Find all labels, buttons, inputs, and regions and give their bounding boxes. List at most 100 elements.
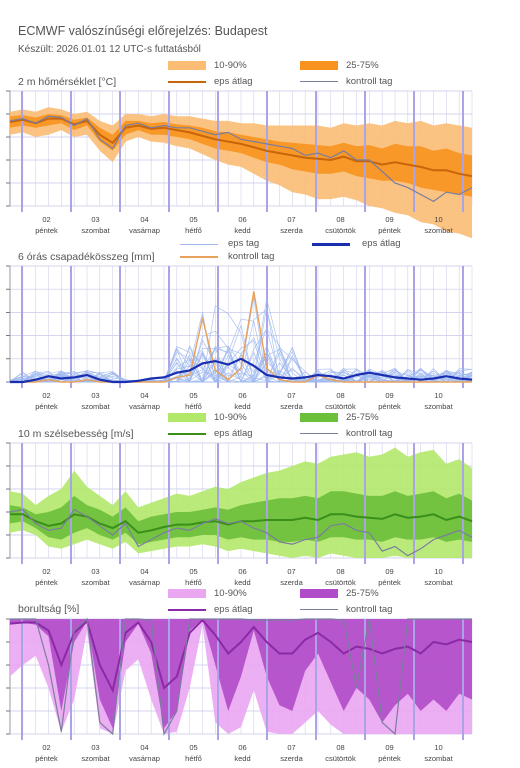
wind-day-number: 09 — [385, 567, 393, 576]
cloud-day-name: hétfő — [185, 754, 202, 763]
precip-day-name: szombat — [81, 402, 110, 411]
precip-day-number: 06 — [238, 391, 246, 400]
precip-day-number: 10 — [434, 391, 442, 400]
wind-day-name: szombat — [81, 578, 110, 587]
precip-day-name: hétfő — [185, 402, 202, 411]
temp-band-10-90 — [10, 107, 472, 239]
cloud-day-name: szombat — [81, 754, 110, 763]
wind-day-name: szerda — [280, 578, 303, 587]
precip-day-number: 08 — [336, 391, 344, 400]
cloud-legend-inner-label: 25-75% — [346, 588, 379, 599]
precip-member-line — [9, 323, 473, 383]
cloud-legend-mean-swatch — [168, 609, 206, 611]
wind-day-lines — [21, 443, 464, 564]
cloud-panel-title: borultság [%] — [18, 603, 80, 615]
temp-day-name: hétfő — [185, 226, 202, 235]
wind-day-number: 06 — [238, 567, 246, 576]
temp-legend-inner-swatch — [300, 61, 338, 70]
cloud-day-number: 06 — [238, 743, 246, 752]
wind-day-name: vasárnap — [129, 578, 160, 587]
page-title: ECMWF valószínűségi előrejelzés: Budapes… — [18, 24, 268, 38]
wind-legend-mean-label: eps átlag — [214, 428, 253, 439]
precip-legend-control-swatch — [180, 256, 218, 258]
cloud-day-number: 04 — [140, 743, 148, 752]
wind-day-name: hétfő — [185, 578, 202, 587]
precip-day-name: péntek — [35, 402, 58, 411]
wind-day-number: 07 — [287, 567, 295, 576]
temp-legend-mean-label: eps átlag — [214, 76, 253, 87]
wind-legend-control-label: kontroll tag — [346, 428, 393, 439]
cloud-day-name: péntek — [378, 754, 401, 763]
cloud-day-name: kedd — [234, 754, 250, 763]
precip-day-name: szombat — [424, 402, 453, 411]
temp-day-name: szombat — [81, 226, 110, 235]
wind-day-number: 03 — [91, 567, 99, 576]
temp-legend-control-label: kontroll tag — [346, 76, 393, 87]
precip-panel-title: 6 órás csapadékösszeg [mm] — [18, 251, 155, 263]
cloud-control-line — [10, 617, 472, 736]
wind-control-line — [9, 508, 473, 557]
precip-control-line — [10, 291, 472, 383]
wind-day-name: szombat — [424, 578, 453, 587]
wind-legend-mean-swatch — [168, 433, 206, 435]
cloud-legend-control-swatch — [300, 609, 338, 610]
precip-mean-line — [10, 357, 473, 384]
temp-panel-title: 2 m hőmérséklet [°C] — [18, 76, 117, 88]
cloud-day-number: 08 — [336, 743, 344, 752]
cloud-day-name: vasárnap — [129, 754, 160, 763]
temp-day-number: 06 — [238, 215, 246, 224]
temp-day-name: kedd — [234, 226, 250, 235]
precip-day-number: 07 — [287, 391, 295, 400]
temp-mean-line — [9, 117, 473, 178]
wind-day-number: 08 — [336, 567, 344, 576]
wind-legend-inner-label: 25-75% — [346, 412, 379, 423]
cloud-day-number: 10 — [434, 743, 442, 752]
temp-legend-outer-label: 10-90% — [214, 60, 247, 71]
temp-day-number: 08 — [336, 215, 344, 224]
precip-day-name: csütörtök — [325, 402, 356, 411]
wind-day-name: kedd — [234, 578, 250, 587]
temp-day-number: 05 — [189, 215, 197, 224]
precip-day-name: kedd — [234, 402, 250, 411]
precip-day-number: 03 — [91, 391, 99, 400]
precip-day-name: vasárnap — [129, 402, 160, 411]
precip-day-number: 04 — [140, 391, 148, 400]
wind-day-number: 04 — [140, 567, 148, 576]
temp-day-labels: 02 péntek 03 szombat 04 vasárnap 05 hétfő 06 kedd… — [35, 215, 453, 235]
wind-day-number: 10 — [434, 567, 442, 576]
precip-day-number: 09 — [385, 391, 393, 400]
cloud-day-number: 09 — [385, 743, 393, 752]
precip-member-line — [9, 296, 473, 384]
wind-day-labels: 02 péntek 03 szombat 04 vasárnap 05 hétfő 06 kedd… — [35, 567, 453, 587]
wind-day-number: 02 — [42, 567, 50, 576]
wind-day-name: péntek — [35, 578, 58, 587]
temp-day-name: péntek — [35, 226, 58, 235]
cloud-day-name: szerda — [280, 754, 303, 763]
wind-legend-inner-swatch — [300, 413, 338, 422]
temp-control-line — [9, 115, 473, 203]
temp-legend-inner-label: 25-75% — [346, 60, 379, 71]
precip-day-name: péntek — [378, 402, 401, 411]
wind-legend-control-swatch — [300, 433, 338, 434]
wind-panel-title: 10 m szélsebesség [m/s] — [18, 428, 134, 440]
temp-day-name: csütörtök — [325, 226, 356, 235]
temp-day-number: 03 — [91, 215, 99, 224]
cloud-day-name: csütörtök — [325, 754, 356, 763]
precip-day-number: 05 — [189, 391, 197, 400]
temp-day-number: 10 — [434, 215, 442, 224]
wind-day-number: 05 — [189, 567, 197, 576]
wind-legend-outer-label: 10-90% — [214, 412, 247, 423]
cloud-legend-mean-label: eps átlag — [214, 604, 253, 615]
temp-day-number: 09 — [385, 215, 393, 224]
precip-grid — [6, 265, 473, 383]
temp-day-name: szerda — [280, 226, 303, 235]
cloud-legend-outer-label: 10-90% — [214, 588, 247, 599]
temp-day-number: 07 — [287, 215, 295, 224]
cloud-day-labels: 02 péntek 03 szombat 04 vasárnap 05 hétfő 06 kedd… — [35, 743, 453, 763]
cloud-day-number: 05 — [189, 743, 197, 752]
temp-legend-control-swatch — [300, 81, 338, 82]
wind-legend-outer-swatch — [168, 413, 206, 422]
precip-legend-mean-label: eps átlag — [362, 238, 401, 249]
temp-legend-mean-swatch — [168, 81, 206, 83]
